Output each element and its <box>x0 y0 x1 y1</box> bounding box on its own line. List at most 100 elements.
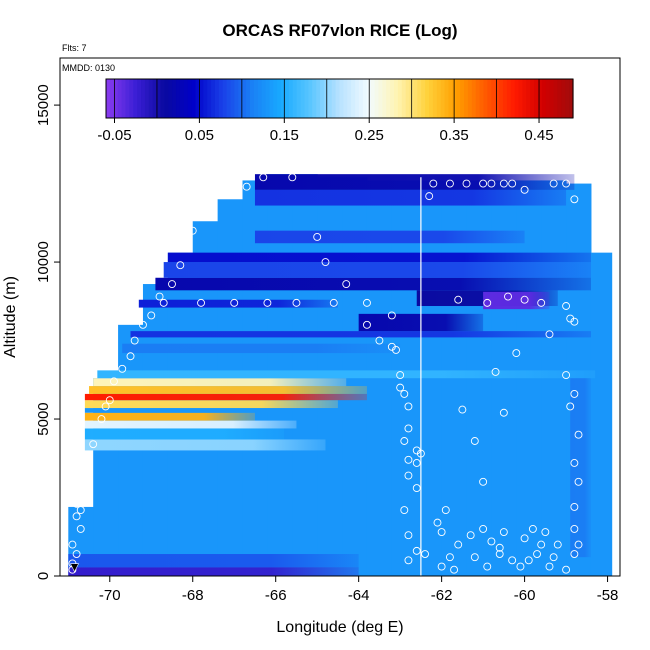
value-band <box>483 291 550 310</box>
sample-point <box>479 524 488 533</box>
colorbar-swatch <box>203 79 208 118</box>
colorbar-swatch <box>160 79 165 118</box>
sample-point <box>495 543 504 552</box>
y-axis-label: Altitude (m) <box>2 276 19 358</box>
sample-point <box>72 550 81 558</box>
date-annotation: MMDD: 0130 <box>62 63 115 73</box>
sample-point <box>450 565 459 574</box>
y-tick-label: 10000 <box>35 241 52 283</box>
value-band <box>254 174 575 190</box>
colorbar-swatch <box>362 79 368 118</box>
colorbar-swatch <box>452 79 457 118</box>
colorbar-swatch <box>429 79 434 118</box>
sample-point <box>520 295 529 304</box>
sample-point <box>400 506 409 515</box>
sample-point <box>562 302 571 310</box>
colorbar-swatch <box>413 79 418 118</box>
colorbar: -0.05 0.05 0.15 0.25 0.35 0.45 <box>97 77 575 144</box>
sample-point <box>528 524 537 533</box>
colorbar-swatch <box>444 79 450 118</box>
colorbar-swatch <box>195 79 200 118</box>
sample-point <box>479 477 488 486</box>
sample-point <box>516 562 525 571</box>
sample-point <box>400 437 409 445</box>
colorbar-swatch <box>561 79 566 118</box>
sample-point <box>404 402 413 411</box>
colorbar-swatch <box>355 79 360 118</box>
sample-point <box>470 437 479 445</box>
colorbar-swatch <box>288 79 294 118</box>
colorbar-swatch <box>308 79 313 118</box>
colorbar-swatch <box>292 79 298 118</box>
sample-point <box>504 292 512 301</box>
colorbar-tick-label: 0.45 <box>524 127 553 144</box>
sample-point <box>533 550 541 558</box>
sample-point <box>458 405 467 414</box>
value-band <box>84 428 284 440</box>
sample-point <box>570 550 579 558</box>
sample-point <box>217 189 226 197</box>
sample-point <box>342 280 351 288</box>
sample-point <box>72 512 81 521</box>
colorbar-swatch <box>464 79 469 118</box>
colorbar-swatch <box>249 79 255 118</box>
sample-point <box>549 553 558 562</box>
sample-point <box>441 506 450 515</box>
value-band <box>138 299 338 308</box>
sample-point <box>487 179 496 188</box>
colorbar-swatch <box>417 79 422 118</box>
sample-points <box>68 173 583 574</box>
sample-point <box>80 477 89 486</box>
sample-point <box>570 502 579 511</box>
colorbar-swatch <box>358 79 364 118</box>
colorbar-swatch <box>347 79 352 118</box>
sample-point <box>155 292 164 301</box>
colorbar-swatch <box>331 79 337 118</box>
sample-point <box>499 408 508 417</box>
colorbar-swatch <box>183 79 189 118</box>
colorbar-swatch <box>117 79 123 118</box>
x-tick-label: -68 <box>182 587 204 604</box>
value-band <box>84 400 338 409</box>
sample-point <box>470 553 479 562</box>
colorbar-swatch <box>129 79 134 118</box>
sample-point <box>76 506 85 515</box>
colorbar-swatch <box>141 79 146 118</box>
sample-point <box>545 330 554 339</box>
sample-point <box>549 179 558 188</box>
colorbar-frame <box>105 78 574 119</box>
x-axis-label: Longitude (deg E) <box>276 619 403 636</box>
value-band <box>97 370 596 379</box>
colorbar-swatch <box>327 79 333 118</box>
colorbar-swatch <box>187 79 193 118</box>
sample-point <box>363 298 371 307</box>
colorbar-swatch <box>553 79 559 118</box>
sample-point <box>404 556 413 565</box>
sample-point <box>412 546 421 555</box>
sample-point <box>147 311 156 320</box>
sample-point <box>105 396 114 405</box>
sample-point <box>541 528 550 536</box>
colorbar-swatch <box>261 79 267 118</box>
colorbar-swatch <box>300 79 306 118</box>
colorbar-tick-label: 0.25 <box>355 127 384 144</box>
sample-point <box>537 298 546 307</box>
sample-point <box>159 298 168 307</box>
colorbar-swatch <box>541 79 547 118</box>
sample-point <box>574 477 583 486</box>
value-band <box>122 343 401 354</box>
colorbar-swatch <box>510 79 516 118</box>
colorbar-swatch <box>335 79 341 118</box>
sample-point <box>479 179 488 188</box>
colorbar-swatch <box>460 79 465 118</box>
colorbar-swatch <box>281 79 286 118</box>
sample-point <box>288 173 297 182</box>
colorbar-swatch <box>106 79 111 118</box>
sample-point <box>487 537 496 546</box>
colorbar-swatch <box>207 79 212 118</box>
colorbar-swatch <box>312 79 317 118</box>
sample-point <box>520 185 529 194</box>
colorbar-tick-label: 0.05 <box>185 127 214 144</box>
sample-point <box>524 556 533 565</box>
sample-point <box>570 524 579 533</box>
